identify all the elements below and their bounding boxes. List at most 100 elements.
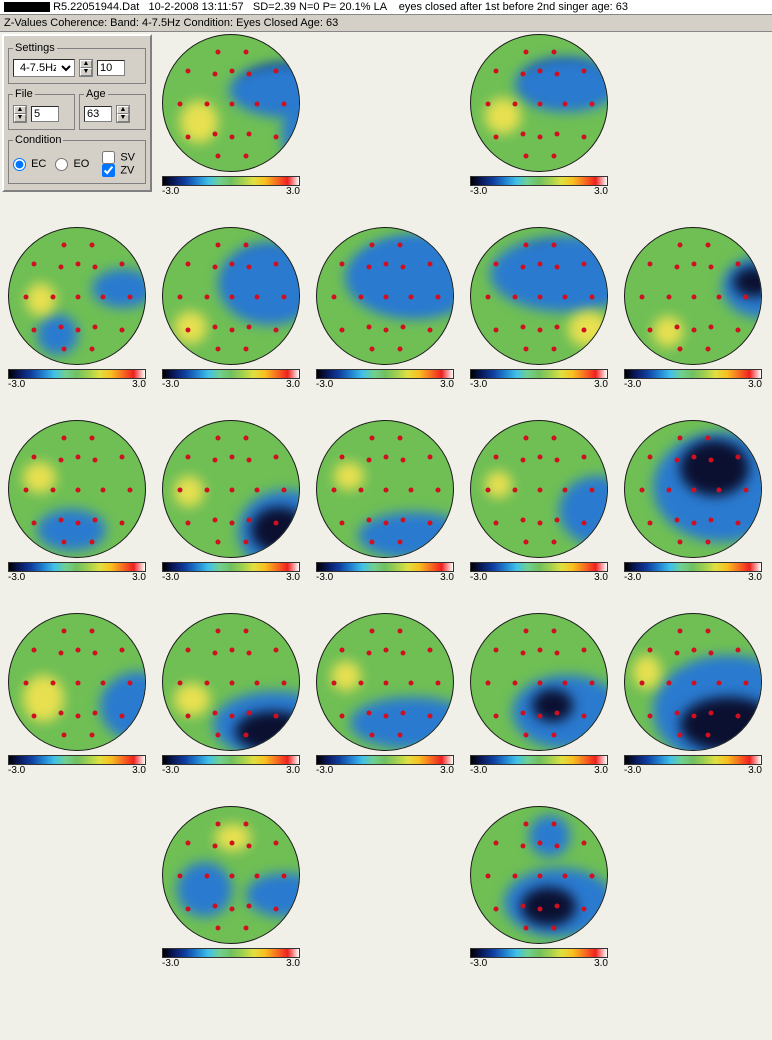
electrode-dot (31, 647, 36, 652)
electrode-dot (562, 295, 567, 300)
spin-up-icon[interactable]: ▲ (14, 106, 26, 114)
colorbar (470, 369, 608, 379)
redacted-block (4, 2, 50, 12)
spin-up-icon[interactable]: ▲ (117, 106, 129, 114)
topo-map-13: -3.03.0 (156, 613, 306, 776)
electrode-dot (384, 647, 389, 652)
electrode-dot (120, 261, 125, 266)
electrode-dot (538, 681, 543, 686)
eo-radio[interactable] (55, 158, 68, 171)
colorbar-min: -3.0 (162, 572, 179, 583)
ec-radio-label[interactable]: EC (13, 158, 49, 170)
electrode-dot (485, 102, 490, 107)
electrode-dot (205, 874, 210, 879)
electrode-dot (92, 650, 97, 655)
electrode-dot (177, 295, 182, 300)
electrode-dot (551, 435, 556, 440)
electrode-dot (590, 295, 595, 300)
electrode-dot (485, 295, 490, 300)
electrode-dot (89, 628, 94, 633)
electrode-dot (230, 102, 235, 107)
electrode-dot (246, 457, 251, 462)
spin-control-1[interactable]: ▲ ▼ (79, 59, 93, 77)
eo-radio-label[interactable]: EO (55, 158, 89, 170)
colorbar-max: 3.0 (748, 379, 762, 390)
electrode-dot (62, 540, 67, 545)
spin-down-icon[interactable]: ▼ (117, 114, 129, 122)
file-value[interactable] (31, 106, 59, 122)
electrode-dot (513, 874, 518, 879)
electrode-dot (647, 714, 652, 719)
electrode-dot (76, 714, 81, 719)
electrode-dot (554, 325, 559, 330)
colorbar-min: -3.0 (470, 186, 487, 197)
electrode-dot (76, 521, 81, 526)
zv-checkbox[interactable] (102, 164, 115, 177)
colorbar (316, 755, 454, 765)
spin1-value[interactable] (97, 60, 125, 76)
electrode-dot (92, 264, 97, 269)
electrode-dot (23, 681, 28, 686)
electrode-dot (370, 347, 375, 352)
colorbar-max: 3.0 (286, 765, 300, 776)
map-blob (174, 683, 210, 716)
electrode-dot (538, 840, 543, 845)
electrode-dot (436, 488, 441, 493)
electrode-dot (339, 454, 344, 459)
ec-radio[interactable] (13, 158, 26, 171)
electrode-dot (551, 540, 556, 545)
electrode-dot (205, 488, 210, 493)
electrode-dot (551, 242, 556, 247)
head-plot (470, 613, 608, 751)
map-blob (246, 873, 300, 917)
electrode-dot (230, 488, 235, 493)
electrode-dot (647, 328, 652, 333)
electrode-dot (339, 647, 344, 652)
electrode-dot (359, 681, 364, 686)
spin-up-icon[interactable]: ▲ (80, 60, 92, 68)
electrode-dot (554, 457, 559, 462)
head-plot (470, 420, 608, 558)
electrode-dot (675, 325, 680, 330)
colorbar-max: 3.0 (594, 572, 608, 583)
condition-group: Condition EC EO SV (8, 134, 146, 184)
colorbar (8, 562, 146, 572)
electrode-dot (428, 521, 433, 526)
file-spin[interactable]: ▲ ▼ (13, 105, 27, 123)
electrode-dot (521, 843, 526, 848)
zv-check-label[interactable]: ZV (102, 164, 135, 177)
electrode-dot (647, 261, 652, 266)
electrode-dot (538, 874, 543, 879)
map-blob (559, 476, 608, 545)
electrode-dot (274, 68, 279, 73)
sv-check-label[interactable]: SV (102, 151, 135, 164)
electrode-dot (524, 242, 529, 247)
electrode-dot (274, 647, 279, 652)
electrode-dot (736, 328, 741, 333)
spin-down-icon[interactable]: ▼ (14, 114, 26, 122)
spin-down-icon[interactable]: ▼ (80, 68, 92, 76)
electrode-dot (538, 68, 543, 73)
electrode-dot (230, 681, 235, 686)
electrode-dot (177, 874, 182, 879)
electrode-dot (128, 681, 133, 686)
sv-checkbox[interactable] (102, 151, 115, 164)
electrode-dot (243, 628, 248, 633)
colorbar-labels: -3.03.0 (8, 572, 146, 583)
band-select[interactable]: 4-7.5Hz (13, 59, 75, 77)
electrode-dot (254, 488, 259, 493)
age-value[interactable] (84, 106, 112, 122)
electrode-dot (639, 488, 644, 493)
electrode-dot (551, 733, 556, 738)
electrode-dot (92, 457, 97, 462)
electrode-dot (582, 840, 587, 845)
age-spin[interactable]: ▲ ▼ (116, 105, 130, 123)
electrode-dot (282, 681, 287, 686)
electrode-dot (76, 295, 81, 300)
electrode-dot (493, 454, 498, 459)
electrode-dot (736, 521, 741, 526)
electrode-dot (428, 328, 433, 333)
electrode-dot (678, 540, 683, 545)
electrode-dot (370, 540, 375, 545)
electrode-dot (538, 521, 543, 526)
